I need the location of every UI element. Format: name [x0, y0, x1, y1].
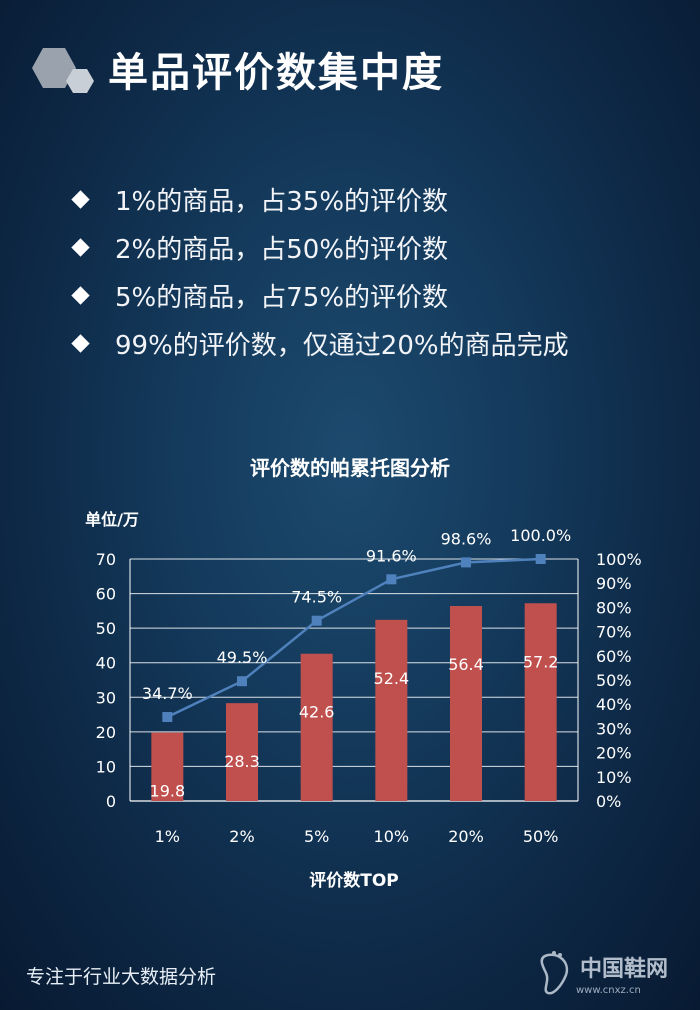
- y-tick-label: 20: [96, 723, 116, 742]
- y-tick-label: 70: [96, 550, 116, 569]
- hexagon-logo-icon: [32, 48, 94, 93]
- line-value-label: 49.5%: [217, 648, 268, 667]
- shoe-logo-icon: [540, 951, 569, 995]
- y-tick-label: 30: [96, 688, 116, 707]
- line-point-marker: [237, 676, 247, 687]
- y2-tick-label: 0%: [596, 792, 621, 811]
- y2-tick-label: 60%: [596, 647, 632, 666]
- bar-value-label: 57.2: [523, 652, 559, 671]
- x-tick-label: 20%: [448, 827, 484, 846]
- bullet-text: 1%的商品，占35%的评价数: [115, 186, 449, 217]
- line-point-marker: [162, 712, 173, 723]
- y2-tick-label: 80%: [596, 598, 632, 617]
- x-tick-label: 2%: [229, 827, 254, 846]
- bar-value-label: 19.8: [150, 782, 186, 801]
- line-value-label: 91.6%: [366, 546, 417, 565]
- bullet-item: 99%的评价数，仅通过20%的商品完成: [70, 319, 569, 367]
- footer-tagline: 专注于行业大数据分析: [26, 966, 217, 988]
- bar-value-label: 52.4: [374, 669, 410, 688]
- bullet-item: 1%的商品，占35%的评价数: [70, 175, 569, 223]
- bar: [524, 603, 557, 801]
- y-tick-label: 60: [96, 585, 116, 604]
- y2-tick-label: 90%: [596, 574, 632, 593]
- bar: [226, 703, 258, 801]
- bar-value-label: 28.3: [224, 752, 260, 771]
- y2-tick-label: 50%: [596, 671, 632, 690]
- watermark-url: www.cnxz.cn: [576, 985, 641, 996]
- y2-tick-label: 30%: [596, 719, 632, 738]
- watermark: 中国鞋网 www.cnxz.cn: [540, 945, 700, 1005]
- line-value-label: 34.7%: [142, 684, 193, 703]
- bar: [300, 653, 333, 801]
- y2-tick-label: 20%: [596, 744, 632, 763]
- cumulative-line: [166, 557, 541, 719]
- line-value-label: 98.6%: [441, 529, 492, 548]
- bullet-list: 1%的商品，占35%的评价数 2%的商品，占50%的评价数 5%的商品，占75%…: [70, 175, 569, 367]
- pareto-chart: 0 10 20 30 40 50 60 70 0% 10% 20% 30% 40% 50% 60% 70% 80…: [85, 510, 642, 891]
- page-title: 单品评价数集中度: [108, 50, 444, 96]
- bullet-text: 99%的评价数，仅通过20%的商品完成: [115, 330, 569, 361]
- chart-title: 评价数的帕累托图分析: [250, 456, 450, 480]
- line-point-marker: [311, 615, 322, 626]
- y-axis-title: 单位/万: [85, 510, 139, 529]
- y-tick-label: 50: [96, 619, 116, 638]
- bullet-item: 5%的商品，占75%的评价数: [70, 271, 569, 319]
- y2-tick-label: 10%: [596, 768, 632, 787]
- bullet-item: 2%的商品，占50%的评价数: [70, 223, 569, 271]
- y-tick-label: 40: [96, 654, 116, 673]
- bar-value-label: 56.4: [448, 655, 484, 674]
- bar: [151, 732, 184, 801]
- line-value-label: 74.5%: [291, 588, 342, 607]
- bullet-text: 5%的商品，占75%的评价数: [115, 282, 449, 313]
- y-tick-label: 10: [96, 757, 116, 776]
- y-tick-label: 0: [106, 792, 116, 811]
- watermark-name: 中国鞋网: [580, 957, 669, 982]
- bullet-text: 2%的商品，占50%的评价数: [115, 234, 449, 265]
- y2-tick-label: 70%: [596, 623, 632, 642]
- x-axis-title: 评价数TOP: [309, 870, 399, 891]
- bar-value-label: 42.6: [299, 703, 335, 722]
- x-tick-label: 1%: [155, 827, 180, 846]
- line-point-marker: [461, 557, 471, 568]
- y2-tick-label: 100%: [596, 550, 642, 569]
- line-point-marker: [535, 554, 546, 564]
- x-tick-label: 50%: [523, 827, 559, 846]
- line-point-marker: [386, 574, 397, 585]
- line-value-label: 100.0%: [510, 526, 571, 545]
- bar: [450, 606, 482, 801]
- x-tick-label: 10%: [374, 827, 410, 846]
- bar: [375, 619, 408, 801]
- y2-tick-label: 40%: [596, 695, 632, 714]
- x-tick-label: 5%: [304, 827, 329, 846]
